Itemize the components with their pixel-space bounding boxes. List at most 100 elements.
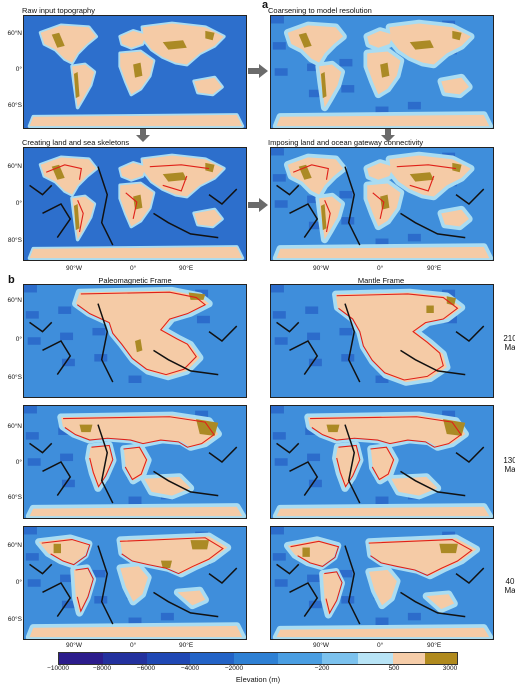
deep-ocean-cell [375,375,389,383]
sea-skeleton-line [29,563,53,575]
map-mantle-210 [270,284,494,398]
land-skeleton-line [310,416,462,448]
row-age: 130 [503,456,515,465]
arrow-down-icon [381,129,395,142]
highland-area [326,424,340,433]
deep-ocean-cell [271,148,284,156]
sea-skeleton-line [208,567,238,584]
deep-ocean-cell [307,332,321,341]
deep-ocean-cell [271,285,284,293]
sea-skeleton-line [455,325,485,342]
land-area [75,290,209,377]
highland-area [409,172,434,182]
colorbar-tick-label: 500 [388,665,400,672]
lat-label: 60°S [7,102,22,109]
map-mantle-130 [270,405,494,519]
colorbar-swatch [234,653,278,664]
highland-area [162,172,187,182]
map-title-coarse: Coarsening to model resolution [268,6,372,15]
row-age: 40 [505,577,515,586]
deep-ocean-cell [25,553,39,561]
deep-ocean-cell [407,101,421,110]
highland-area [205,30,215,41]
lon-label: 90°E [179,265,194,272]
deep-ocean-cell [307,574,321,583]
deep-ocean-cell [339,58,353,67]
land-skeleton-line [77,200,84,233]
lon-label: 0° [377,642,384,649]
sea-skeleton-line [400,349,466,376]
colorbar-tick-label: −8000 [92,665,112,672]
sea-skeleton-line [276,184,300,196]
deep-ocean-cell [27,337,41,345]
lat-label: 60°S [7,374,22,381]
row-age: 210 [503,334,515,343]
lat-label: 80°S [7,237,22,244]
land-area [120,30,147,48]
lat-label: 60°N [7,542,22,549]
deep-ocean-cell [272,432,286,440]
map-title-skeleton: Creating land and sea skeletons [22,138,130,147]
elevation-colorbar [58,652,458,665]
lon-label: 90°E [427,265,442,272]
deep-ocean-cell [375,106,389,114]
map-title-raw: Raw input topography [22,6,95,15]
lat-label: 60°S [7,494,22,501]
colorbar-ticks: −10000 −8000 −6000 −4000 −2000 −200 500 3000 [47,665,458,674]
arrow-right-icon [248,64,268,78]
deep-ocean-cell [274,200,288,208]
lon-label: 90°E [427,642,442,649]
highland-area [320,72,327,99]
deep-ocean-cell [24,406,37,414]
land-skeleton-line [149,164,210,170]
colorbar-swatch [190,653,235,664]
map-paleomagnetic-210 [23,284,247,398]
land-skeleton-line [370,446,395,481]
highland-area [298,32,312,48]
deep-ocean-cell [307,195,321,204]
land-skeleton-line [75,567,94,613]
deep-ocean-cell [339,569,353,578]
deep-ocean-cell [94,596,108,604]
land-area [29,625,243,638]
deep-ocean-cell [27,579,41,587]
row-label-40: 40 Ma [497,577,515,595]
deep-ocean-cell [341,217,355,225]
land-skeleton-line [292,164,329,180]
land-area [276,114,490,127]
land-area [120,566,148,602]
deep-ocean-cell [308,89,322,98]
deep-ocean-cell [341,354,355,362]
colorbar-swatch [393,653,426,664]
lon-label: 90°W [313,265,329,272]
highland-area [439,543,458,554]
map-mantle-40 [270,526,494,640]
colorbar-tick-label: −200 [314,665,330,672]
highland-area [135,339,143,353]
highland-area [162,40,187,50]
deep-ocean-cell [341,85,355,93]
land-area [276,506,490,517]
lon-label: 90°W [66,265,82,272]
deep-ocean-cell [308,358,322,367]
sea-skeleton-line [29,442,53,454]
lat-label: 0° [15,459,22,466]
sea-skeleton-line [276,563,300,575]
land-area [276,627,490,638]
sea-skeleton-line [29,321,53,333]
sea-skeleton-line [29,184,53,196]
highland-area [53,543,61,554]
deep-ocean-cell [274,579,288,587]
deep-ocean-cell [61,479,75,488]
sea-skeleton-line [276,442,300,454]
land-area [287,540,338,567]
highland-area [380,62,390,78]
sea-skeleton-line [97,545,114,625]
col-title-paleomagnetic: Paleomagnetic Frame [98,276,172,285]
sea-skeleton-line [42,461,72,497]
sea-skeleton-line [289,203,319,239]
sea-skeleton-line [97,166,114,246]
arrow-right-icon [248,198,268,212]
land-skeleton-line [41,538,91,566]
deep-ocean-cell [60,574,74,583]
